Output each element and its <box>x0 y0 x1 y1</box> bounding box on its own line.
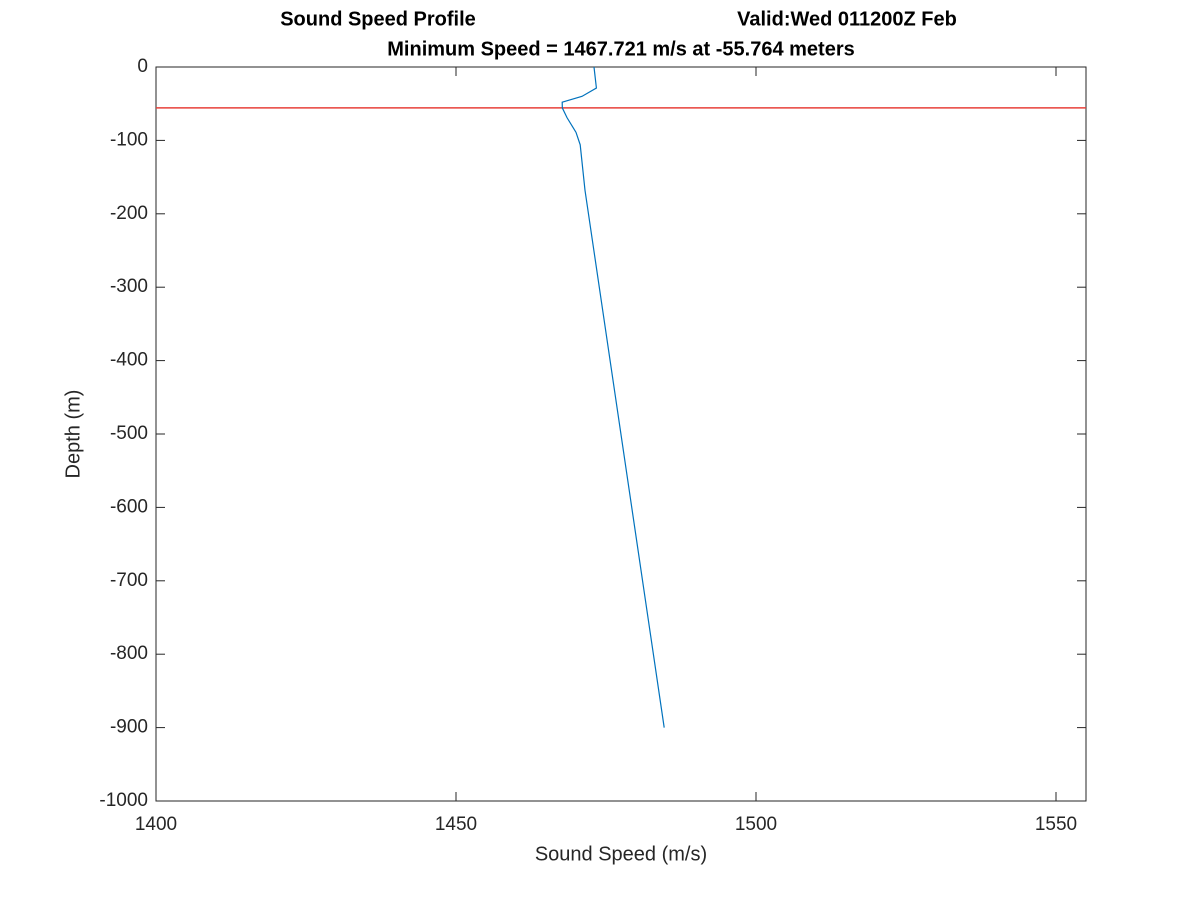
y-tick-label: -900 <box>110 717 148 738</box>
y-tick-label: 0 <box>137 56 148 77</box>
x-tick-label: 1450 <box>435 814 477 835</box>
x-tick-label: 1500 <box>735 814 777 835</box>
y-tick-label: -500 <box>110 423 148 444</box>
y-tick-label: -700 <box>110 570 148 591</box>
chart-subtitle: Minimum Speed = 1467.721 m/s at -55.764 … <box>387 38 854 60</box>
y-tick-label: -1000 <box>99 790 148 811</box>
profile-line <box>561 66 665 728</box>
x-tick-label: 1400 <box>135 814 177 835</box>
y-tick-label: -200 <box>110 203 148 224</box>
y-tick-label: -300 <box>110 276 148 297</box>
y-tick-label: -600 <box>110 496 148 517</box>
valid-time: Valid:Wed 011200Z Feb <box>737 8 957 30</box>
chart-title: Sound Speed Profile <box>280 8 476 30</box>
y-tick-label: -400 <box>110 350 148 371</box>
y-tick-label: -100 <box>110 129 148 150</box>
x-tick-label: 1550 <box>1035 814 1077 835</box>
x-axis-label: Sound Speed (m/s) <box>535 843 707 865</box>
y-tick-label: -800 <box>110 643 148 664</box>
y-axis-label: Depth (m) <box>62 390 84 479</box>
